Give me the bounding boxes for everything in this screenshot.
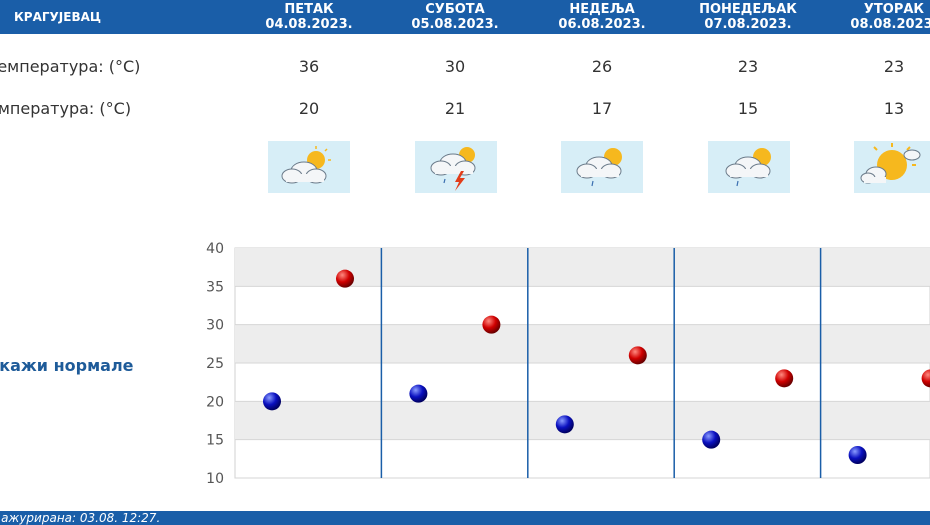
day-name: УТОРАК [863,2,925,17]
day-name: СУБОТА [425,2,485,17]
sun-cloud-rain-icon [708,141,790,193]
day-date: 04.08.2023. [265,17,353,32]
thunderstorm-icon [415,141,497,193]
day-header-5: УТОРАК 08.08.2023. [821,2,930,32]
y-tick-label: 15 [206,433,224,449]
update-footer: а ажурирана: 03.08. 12:27. [0,511,930,525]
y-tick-label: 25 [206,356,224,372]
max-temp-value: 30 [444,57,466,76]
temperature-chart: 40 35 30 25 20 15 10 [206,241,930,487]
sun-cloud-icon [854,141,930,193]
max-temp-point [628,346,647,365]
min-temp-value: 17 [591,99,613,118]
y-tick-label: 20 [206,394,224,410]
min-temp-value: 15 [737,99,759,118]
y-tick-label: 40 [206,241,224,257]
min-temp-value: 20 [298,99,320,118]
city-name: КРАГУЈЕВАЦ [14,10,102,24]
day-header-3: НЕДЕЉА 06.08.2023. [529,2,675,32]
forecast-header: КРАГУЈЕВАЦ ПЕТАК 04.08.2023. СУБОТА 05.0… [0,0,930,34]
max-temp-point [775,369,794,388]
day-date: 05.08.2023. [411,17,499,32]
day-header-4: ПОНЕДЕЉАК 07.08.2023. [675,2,821,32]
y-tick-label: 30 [206,318,224,334]
min-temp-point [263,392,281,411]
min-temp-point [702,430,721,449]
min-temp-point [848,446,867,464]
min-temp-point [555,415,574,434]
y-tick-label: 35 [206,279,224,295]
min-temp-value: 21 [444,99,466,118]
day-header-2: СУБОТА 05.08.2023. [382,2,528,32]
day-name: ПОНЕДЕЉАК [699,2,797,17]
weather-icon-label: : [0,160,5,179]
y-tick-label: 10 [206,471,224,487]
sun-cloud-rain-icon [561,141,643,193]
updated-text: а ажурирана: 03.08. 12:27. [0,511,161,525]
sun-cloud-rain-icon [268,141,350,193]
day-name: ПЕТАК [284,2,334,17]
max-temp-value: 26 [591,57,613,76]
max-temp-point [921,369,930,388]
min-temp-label: емпература: (°C) [0,99,132,118]
show-normals-link[interactable]: икажи нормале [0,356,134,375]
grid-band [235,401,930,440]
max-temp-value: 36 [298,57,320,76]
max-temp-point [482,315,501,334]
day-date: 07.08.2023. [704,17,792,32]
grid-band [235,324,930,363]
max-temp-label: температура: (°C) [0,57,141,76]
day-date: 06.08.2023. [558,17,646,32]
max-temp-point [336,269,354,288]
day-header-1: ПЕТАК 04.08.2023. [236,2,382,32]
min-temp-point [409,384,428,403]
min-temp-value: 13 [883,99,905,118]
day-date: 08.08.2023. [850,17,930,32]
max-temp-value: 23 [737,57,759,76]
max-temp-value: 23 [883,57,905,76]
day-name: НЕДЕЉА [569,2,635,17]
